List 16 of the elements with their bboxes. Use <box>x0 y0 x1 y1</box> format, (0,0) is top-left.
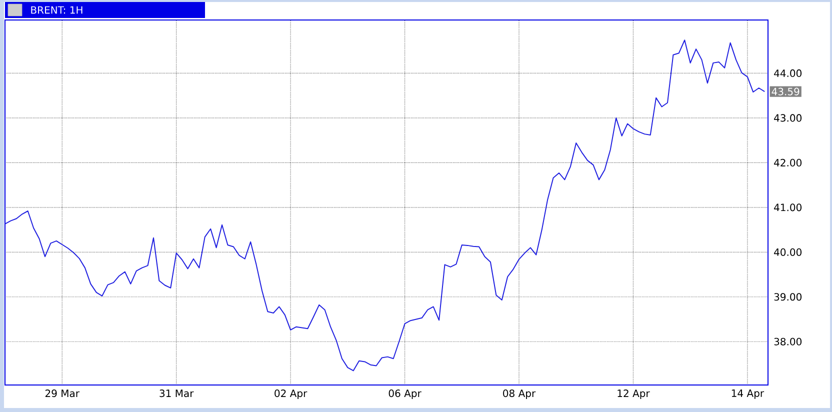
y-tick-label: 41.00 <box>774 204 802 212</box>
x-tick-label: 29 Mar <box>45 390 80 398</box>
x-tick-label: 06 Apr <box>388 390 422 400</box>
y-tick-label: 38.00 <box>774 338 802 346</box>
x-tick-label: 08 Apr <box>503 390 536 400</box>
y-tick-label: 44.00 <box>774 69 802 78</box>
x-tick-label: 02 Apr <box>274 390 308 400</box>
x-tick-label: 14 Apr <box>732 390 764 399</box>
y-tick-label: 39.00 <box>774 293 802 301</box>
y-tick-label: 42.00 <box>774 158 802 166</box>
x-tick-label: 31 Mar <box>160 390 194 398</box>
y-tick-label: 40.00 <box>774 248 802 256</box>
chart-title: BRENT: 1H <box>31 6 82 14</box>
x-tick-label: 12 Apr <box>618 390 650 400</box>
y-tick-label: 43.00 <box>774 114 802 122</box>
annotation: 43.59 <box>772 88 800 96</box>
